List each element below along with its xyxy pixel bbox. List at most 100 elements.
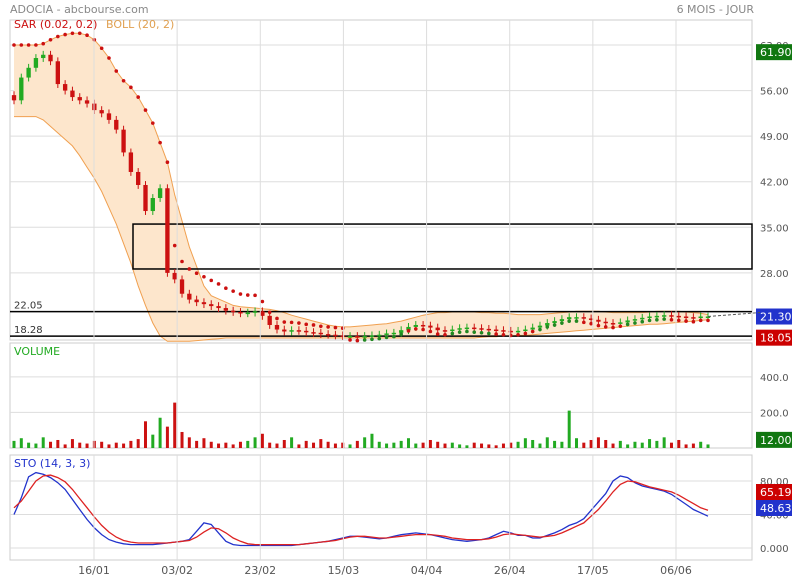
- sar-dot: [165, 160, 170, 164]
- candlestick: [654, 315, 660, 318]
- sar-dot: [362, 338, 367, 342]
- volume-bar: [399, 440, 403, 448]
- volume-bar: [370, 433, 374, 448]
- sar-dot: [194, 271, 199, 276]
- sar-dot: [224, 286, 228, 290]
- stochastic-badge: [756, 484, 792, 500]
- legend-sar: SAR (0.02, 0.2): [14, 18, 97, 31]
- candlestick: [41, 54, 46, 59]
- volume-bar: [618, 440, 622, 448]
- volume-bar: [165, 426, 169, 448]
- candlestick: [238, 311, 243, 314]
- candlestick: [508, 330, 513, 333]
- candlestick: [632, 319, 638, 321]
- candlestick: [406, 326, 411, 331]
- sar-dot: [77, 31, 82, 36]
- candlestick: [19, 77, 24, 101]
- sar-dot: [143, 108, 148, 112]
- candlestick: [501, 330, 506, 332]
- sar-dot: [180, 259, 184, 264]
- sar-dot: [158, 140, 162, 145]
- candlestick: [77, 97, 82, 101]
- sar-dot: [253, 293, 257, 298]
- volume-bar: [465, 445, 469, 448]
- volume-bar: [129, 440, 133, 448]
- volume-bar: [509, 442, 513, 448]
- sar-dot: [596, 323, 601, 328]
- volume-bar: [195, 440, 199, 448]
- stochastic-panel-frame: [9, 454, 753, 561]
- volume-bar: [209, 441, 213, 448]
- sar-dot: [633, 321, 637, 325]
- candlestick: [581, 317, 586, 319]
- sar-dot: [19, 43, 24, 47]
- sar-dot: [187, 267, 192, 271]
- price-badge: [756, 329, 792, 346]
- sar-dot: [479, 330, 484, 335]
- sar-dot: [399, 332, 403, 336]
- sar-dot: [625, 322, 630, 327]
- sar-dot: [340, 326, 345, 331]
- sar-dot: [413, 327, 418, 331]
- sar-dot: [377, 336, 382, 341]
- candlestick: [567, 317, 572, 320]
- candlestick: [216, 306, 221, 309]
- volume-bar: [312, 442, 316, 448]
- x-tick-label: 04/04: [411, 564, 443, 577]
- price-tick-label: 56.00: [760, 87, 789, 98]
- sar-dot: [662, 317, 666, 321]
- candlestick: [318, 332, 323, 335]
- candlestick: [114, 119, 119, 130]
- candlestick: [260, 311, 265, 316]
- sar-dot: [450, 331, 455, 336]
- candlestick: [472, 327, 477, 330]
- candlestick: [70, 90, 75, 98]
- sar-dot: [311, 323, 316, 327]
- volume-bar: [231, 444, 235, 448]
- candlestick: [99, 110, 104, 114]
- candlestick: [669, 315, 674, 317]
- volume-bar: [699, 441, 703, 448]
- volume-tick-label: 200.0: [760, 408, 789, 419]
- candlestick: [150, 198, 155, 212]
- candlestick: [267, 315, 272, 325]
- volume-bar: [596, 437, 600, 448]
- sar-dot: [494, 332, 498, 336]
- volume-bar: [70, 439, 74, 448]
- period-label[interactable]: 6 MOIS - JOUR: [677, 3, 755, 16]
- candlestick: [588, 318, 594, 320]
- sar-dot: [465, 329, 469, 334]
- sar-dot: [107, 56, 111, 60]
- sar-dot: [421, 327, 425, 332]
- volume-bar: [575, 438, 579, 448]
- x-tick-label: 26/04: [494, 564, 526, 577]
- volume-bar: [158, 417, 162, 448]
- candlestick: [486, 328, 492, 331]
- x-tick-label: 23/02: [244, 564, 276, 577]
- sar-dot: [297, 321, 301, 325]
- sar-dot: [275, 316, 279, 321]
- volume-bar: [669, 442, 673, 448]
- volume-bar: [41, 437, 45, 448]
- x-tick-label: 17/05: [577, 564, 609, 577]
- sar-dot: [136, 95, 140, 99]
- volume-bar: [136, 439, 140, 448]
- candlestick: [442, 330, 448, 332]
- x-tick-label: 15/03: [328, 564, 360, 577]
- candlestick: [420, 324, 426, 327]
- bollinger-lower-line: [14, 116, 709, 342]
- volume-bar: [443, 443, 447, 448]
- candlestick: [201, 302, 207, 305]
- candlestick: [552, 321, 557, 324]
- volume-bar: [487, 444, 491, 448]
- volume-bar: [560, 441, 564, 448]
- chart-title: ADOCIA - abcbourse.com: [10, 3, 149, 16]
- stochastic-tick-label: 80.00: [760, 477, 789, 488]
- candlestick: [596, 319, 601, 322]
- sar-dot: [552, 323, 557, 327]
- candlestick: [106, 113, 112, 120]
- sar-dot: [289, 320, 294, 325]
- sar-dot: [202, 274, 206, 279]
- volume-bar: [684, 444, 688, 448]
- sar-dot: [216, 282, 221, 286]
